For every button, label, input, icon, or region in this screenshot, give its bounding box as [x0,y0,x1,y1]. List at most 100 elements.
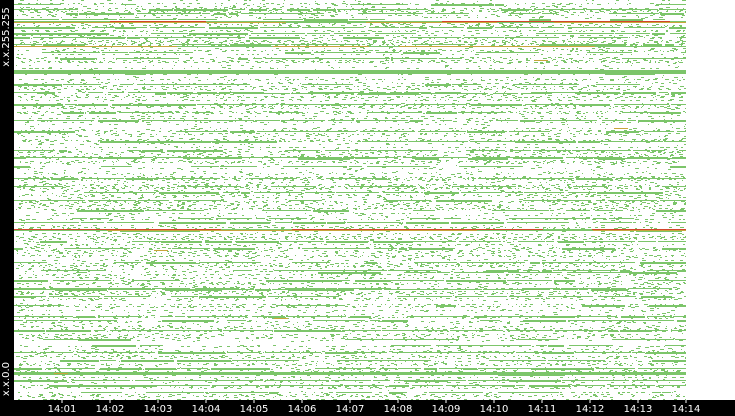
heatmap-cell [253,40,254,41]
heatmap-cell [258,18,261,19]
heatmap-cell [382,41,385,42]
heatmap-cell [169,122,170,123]
heatmap-cell [552,25,554,26]
heatmap-cell [607,89,608,90]
heatmap-cell [223,130,227,131]
heatmap-cell [352,17,354,18]
heatmap-cell [406,24,410,25]
heatmap-cell [165,138,166,139]
heatmap-cell [68,100,70,101]
heatmap-cell [118,79,119,80]
heatmap-cell [168,139,170,140]
heatmap-cell [553,11,556,12]
heatmap-cell [248,149,250,150]
heatmap-cell [185,15,188,16]
heatmap-cell [41,79,44,80]
heatmap-cell [567,49,568,50]
heatmap-cell [449,41,452,42]
heatmap-cell [91,61,94,62]
heatmap-cell [113,74,114,75]
heatmap-cell [328,140,330,141]
heatmap-cell [661,26,662,27]
heatmap-cell [202,106,204,107]
heatmap-cell [244,116,248,117]
heatmap-cell [84,68,86,69]
heatmap-cell [40,17,42,18]
heatmap-cell [634,97,636,98]
heatmap-cell [516,59,518,60]
heatmap-cell [575,61,579,62]
heatmap-cell [30,60,32,61]
heatmap-cell [425,79,429,80]
heatmap-cell [570,103,573,104]
heatmap-cell [78,54,82,55]
heatmap-cell [199,153,203,154]
heatmap-cell [35,89,36,90]
heatmap-cell [85,91,86,92]
heatmap-cell [20,100,21,101]
heatmap-cell [525,3,526,4]
heatmap-cell [437,79,441,80]
heatmap-cell [62,136,63,137]
heatmap-cell [396,42,399,43]
heatmap-cell [346,11,347,12]
heatmap-cell [383,43,385,44]
heatmap-cell [67,60,70,61]
heatmap-cell [466,9,467,10]
heatmap-cell [139,143,140,144]
heatmap-cell [19,147,20,148]
heatmap-cell [383,54,385,55]
heatmap-cell [484,92,485,93]
heatmap-cell [474,134,475,135]
heatmap-cell [499,62,503,63]
heatmap-cell [601,42,604,43]
heatmap-cell [36,42,39,43]
heatmap-cell [226,62,229,63]
heatmap-cell [278,89,279,90]
heatmap-cell [168,111,172,112]
heatmap-cell [58,30,62,31]
heatmap-cell [28,151,30,152]
heatmap-cell [472,108,475,109]
heatmap-cell [247,5,250,6]
heatmap-cell [547,147,548,148]
heatmap-cell [237,36,240,37]
heatmap-cell [452,31,454,32]
heatmap-cell [319,23,320,24]
heatmap-cell [240,103,243,104]
heatmap-cell [303,122,306,123]
heatmap-cell [609,35,612,36]
heatmap-cell [363,85,366,86]
heatmap-cell [148,116,151,117]
heatmap-cell [208,68,210,69]
heatmap-cell [156,43,160,44]
heatmap-cell [163,74,167,75]
heatmap-cell [408,74,412,75]
heatmap-cell [681,139,683,140]
heatmap-cell [568,151,570,152]
heatmap-cell [622,94,625,95]
heatmap-cell [268,11,269,12]
heatmap-cell [91,68,92,69]
heatmap-cell [114,124,118,125]
heatmap-cell [446,17,447,18]
heatmap-cell [280,18,282,19]
heatmap-cell [526,58,528,59]
heatmap-cell [652,151,656,152]
heatmap-cell [576,104,580,105]
heatmap-cell [85,118,86,119]
heatmap-cell [112,118,116,119]
heatmap-cell [264,96,268,97]
heatmap-cell [587,131,590,132]
heatmap-cell [140,80,143,81]
heatmap-cell [601,140,603,141]
heatmap-cell [196,111,198,112]
heatmap-cell [333,68,334,69]
heatmap-cell [98,140,102,141]
heatmap-cell [683,30,685,31]
heatmap-cell [518,61,522,62]
heatmap-cell [579,31,581,32]
heatmap-cell [684,128,686,129]
heatmap-cell [320,101,322,102]
heatmap-cell [103,86,107,87]
